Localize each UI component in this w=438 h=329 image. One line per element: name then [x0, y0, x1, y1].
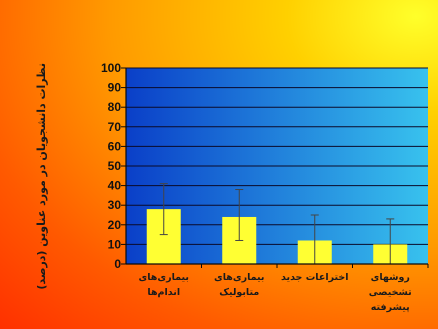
error-bars [159, 183, 395, 265]
axes [125, 68, 429, 268]
y-tick-label: 10 [108, 237, 122, 251]
y-axis-label-container: نظرات دانشجویان در مورد عناوین (درصد) [4, 63, 78, 290]
y-axis-label: نظرات دانشجویان در مورد عناوین (درصد) [34, 62, 48, 290]
y-tick-label: 0 [114, 257, 121, 271]
y-tick-label: 50 [108, 159, 122, 173]
y-tick-label: 90 [108, 81, 122, 95]
y-tick-label: 80 [108, 100, 122, 114]
x-category-label: بیماری‌های متابولیک [214, 272, 265, 298]
y-tick-label: 30 [108, 198, 122, 212]
x-category-label: اختراعات جدید [281, 272, 349, 283]
y-tick-label: 70 [108, 120, 122, 134]
x-category-label: روشهای تشخیصی پیشرفته [368, 272, 412, 313]
y-tick-label: 60 [108, 139, 122, 153]
x-category-label: بیماری‌های اندام‌ها [138, 272, 189, 298]
y-tick-label: 100 [101, 61, 121, 75]
y-tick-label: 20 [108, 218, 122, 232]
y-tick-label: 40 [108, 179, 122, 193]
y-tick-labels: 0 10 20 30 40 50 60 70 80 90 100 [101, 61, 121, 271]
